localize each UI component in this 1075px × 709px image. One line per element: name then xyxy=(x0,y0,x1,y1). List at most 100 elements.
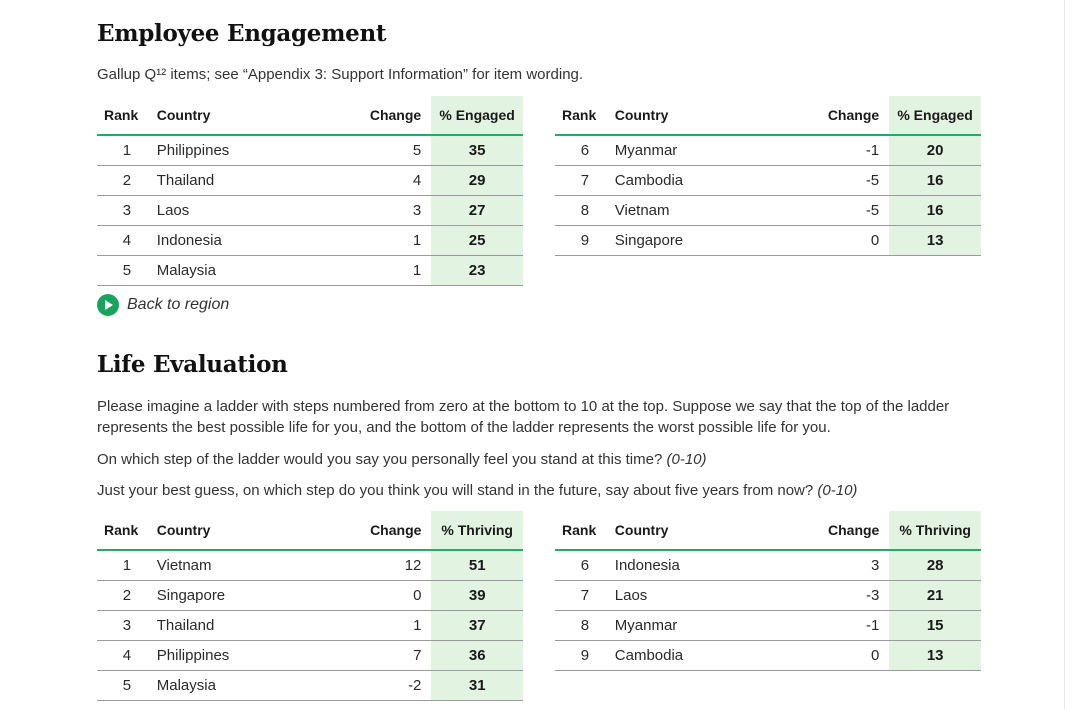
column-header-change: Change xyxy=(320,511,432,551)
back-to-region-label[interactable]: Back to region xyxy=(127,296,230,313)
rank-cell: 2 xyxy=(97,165,157,196)
thriving-cell: 31 xyxy=(431,670,523,701)
column-header-country: Country xyxy=(156,96,321,136)
life-evaluation-question-now: On which step of the ladder would you sa… xyxy=(97,451,663,468)
table-row: 8 Vietnam -5 16 xyxy=(555,195,981,226)
rank-cell: 3 xyxy=(97,610,157,641)
engaged-cell: 23 xyxy=(431,255,523,286)
life-evaluation-title: Life Evaluation xyxy=(97,351,288,378)
thriving-cell: 39 xyxy=(431,580,523,611)
rank-cell: 9 xyxy=(555,225,615,256)
rank-cell: 9 xyxy=(555,640,615,671)
table-row: 9 Cambodia 0 13 xyxy=(555,640,981,671)
column-header-rank: Rank xyxy=(555,511,615,551)
table-row: 5 Malaysia -2 31 xyxy=(97,670,523,701)
rank-cell: 3 xyxy=(97,195,157,226)
country-cell: Philippines xyxy=(156,640,321,671)
column-header-rank: Rank xyxy=(97,511,157,551)
thriving-cell: 21 xyxy=(889,580,981,611)
column-header-change: Change xyxy=(320,96,432,136)
employee-engagement-description: Gallup Q¹² items; see “Appendix 3: Suppo… xyxy=(97,66,584,83)
country-cell: Indonesia xyxy=(614,550,779,581)
rank-cell: 7 xyxy=(555,580,615,611)
thriving-cell: 51 xyxy=(431,550,523,581)
table-header-row: Rank Country Change % Engaged xyxy=(555,96,981,136)
column-header-country: Country xyxy=(614,511,779,551)
change-cell: 3 xyxy=(320,195,432,226)
table-row: 1 Vietnam 12 51 xyxy=(97,550,523,581)
life-evaluation-paragraph-3: Just your best guess, on which step do y… xyxy=(97,480,981,501)
rank-cell: 4 xyxy=(97,640,157,671)
change-cell: 1 xyxy=(320,225,432,256)
play-circle-icon[interactable] xyxy=(97,294,119,316)
column-header-thriving: % Thriving xyxy=(431,511,523,551)
rank-cell: 6 xyxy=(555,550,615,581)
rank-cell: 1 xyxy=(97,135,157,166)
change-cell: -3 xyxy=(778,580,890,611)
table-header-row: Rank Country Change % Engaged xyxy=(97,96,523,136)
change-cell: 1 xyxy=(320,255,432,286)
change-cell: -1 xyxy=(778,135,890,166)
country-cell: Laos xyxy=(156,195,321,226)
table-row: 6 Myanmar -1 20 xyxy=(555,135,981,166)
engaged-cell: 29 xyxy=(431,165,523,196)
thriving-cell: 15 xyxy=(889,610,981,641)
country-cell: Singapore xyxy=(614,225,779,256)
thriving-cell: 13 xyxy=(889,640,981,671)
change-cell: 12 xyxy=(320,550,432,581)
country-cell: Laos xyxy=(614,580,779,611)
rank-cell: 4 xyxy=(97,225,157,256)
country-cell: Malaysia xyxy=(156,255,321,286)
engaged-cell: 35 xyxy=(431,135,523,166)
change-cell: -1 xyxy=(778,610,890,641)
country-cell: Cambodia xyxy=(614,165,779,196)
employee-engagement-title: Employee Engagement xyxy=(97,20,387,47)
life-evaluation-paragraph-1: Please imagine a ladder with steps numbe… xyxy=(97,398,950,436)
engaged-cell: 25 xyxy=(431,225,523,256)
thriving-cell: 36 xyxy=(431,640,523,671)
country-cell: Cambodia xyxy=(614,640,779,671)
table-row: 2 Singapore 0 39 xyxy=(97,580,523,611)
rank-cell: 8 xyxy=(555,195,615,226)
country-cell: Vietnam xyxy=(156,550,321,581)
country-cell: Philippines xyxy=(156,135,321,166)
table-row: 7 Cambodia -5 16 xyxy=(555,165,981,196)
change-cell: 3 xyxy=(778,550,890,581)
engaged-cell: 13 xyxy=(889,225,981,256)
table-header-row: Rank Country Change % Thriving xyxy=(555,511,981,551)
column-header-engaged: % Engaged xyxy=(431,96,523,136)
life-evaluation-table-left: Rank Country Change % Thriving 1 Vietnam… xyxy=(97,511,523,701)
rank-cell: 5 xyxy=(97,255,157,286)
column-header-country: Country xyxy=(156,511,321,551)
rank-cell: 5 xyxy=(97,670,157,701)
change-cell: 4 xyxy=(320,165,432,196)
column-header-change: Change xyxy=(778,96,890,136)
table-row: 4 Indonesia 1 25 xyxy=(97,225,523,256)
change-cell: -5 xyxy=(778,195,890,226)
country-cell: Singapore xyxy=(156,580,321,611)
change-cell: 0 xyxy=(320,580,432,611)
scale-note: (0-10) xyxy=(817,482,858,499)
change-cell: 5 xyxy=(320,135,432,166)
engaged-cell: 27 xyxy=(431,195,523,226)
country-cell: Thailand xyxy=(156,165,321,196)
back-to-region-link[interactable]: Back to region xyxy=(97,294,229,316)
life-evaluation-question-future: Just your best guess, on which step do y… xyxy=(97,482,814,499)
scale-note: (0-10) xyxy=(666,451,707,468)
table-row: 8 Myanmar -1 15 xyxy=(555,610,981,641)
column-header-rank: Rank xyxy=(555,96,615,136)
country-cell: Vietnam xyxy=(614,195,779,226)
column-header-change: Change xyxy=(778,511,890,551)
country-cell: Indonesia xyxy=(156,225,321,256)
change-cell: -5 xyxy=(778,165,890,196)
column-header-thriving: % Thriving xyxy=(889,511,981,551)
employee-engagement-table-right: Rank Country Change % Engaged 6 Myanmar … xyxy=(555,96,981,256)
thriving-cell: 28 xyxy=(889,550,981,581)
employee-engagement-table-left: Rank Country Change % Engaged 1 Philippi… xyxy=(97,96,523,286)
table-row: 5 Malaysia 1 23 xyxy=(97,255,523,286)
page-edge-divider xyxy=(1064,0,1065,709)
change-cell: 0 xyxy=(778,640,890,671)
table-row: 3 Thailand 1 37 xyxy=(97,610,523,641)
table-row: 3 Laos 3 27 xyxy=(97,195,523,226)
change-cell: 0 xyxy=(778,225,890,256)
